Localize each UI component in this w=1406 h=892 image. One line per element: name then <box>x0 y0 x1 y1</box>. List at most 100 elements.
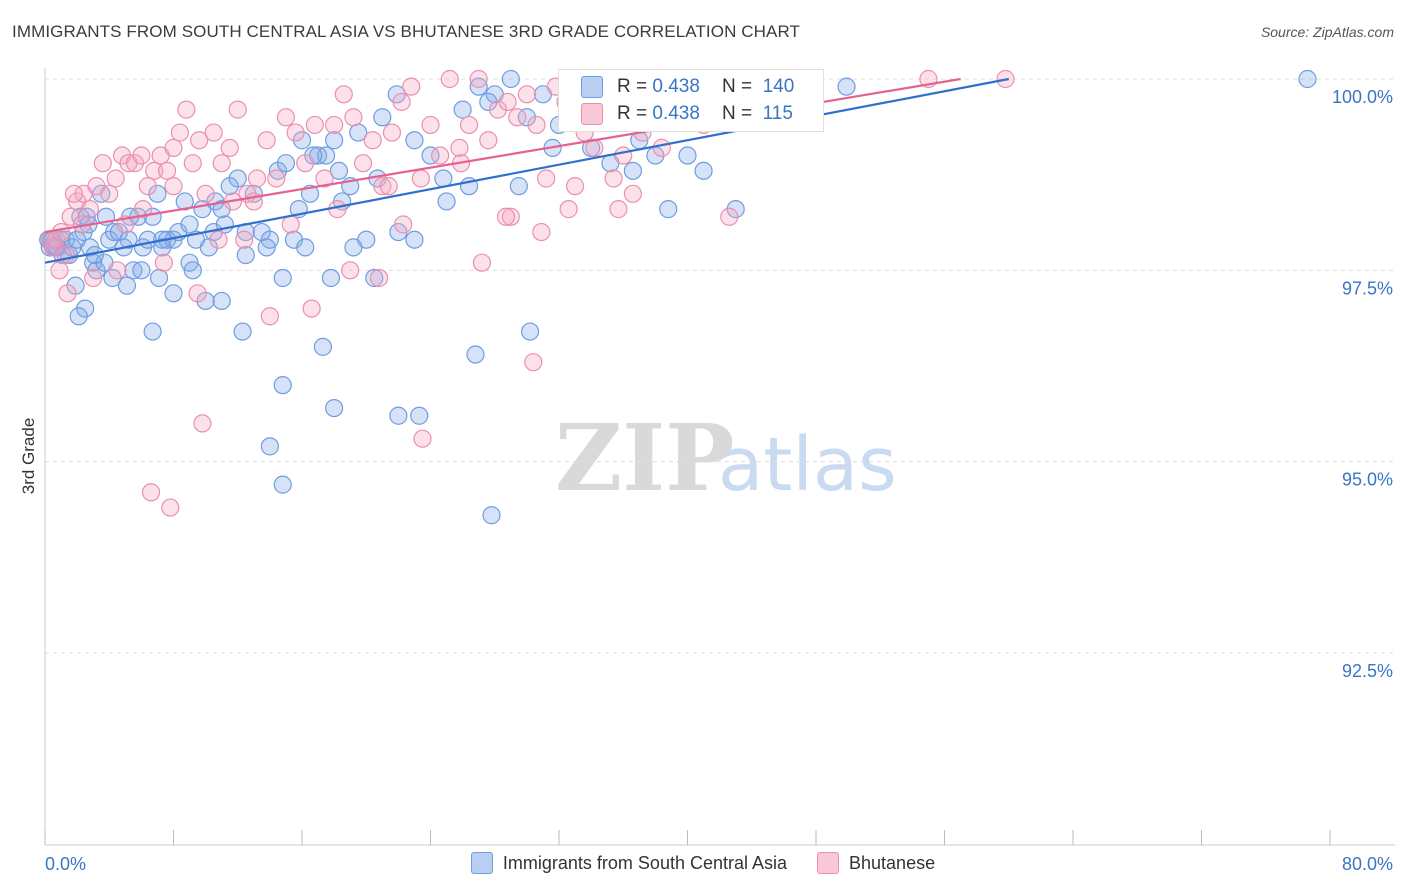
point-bhutanese <box>392 92 411 112</box>
point-south-central-asia <box>276 154 296 173</box>
point-south-central-asia <box>69 307 88 326</box>
point-bhutanese <box>157 161 177 180</box>
point-south-central-asia <box>180 215 199 234</box>
point-bhutanese <box>609 200 628 219</box>
point-bhutanese <box>56 245 75 265</box>
point-south-central-asia <box>257 238 276 257</box>
legend-swatch-series-1 <box>470 852 493 874</box>
point-bhutanese <box>517 85 536 104</box>
point-bhutanese <box>363 131 382 150</box>
chart-legend: Immigrants from South Central Asia Bhuta… <box>0 852 1406 874</box>
point-south-central-asia <box>149 268 169 288</box>
point-south-central-asia <box>316 146 336 165</box>
point-bhutanese <box>132 146 151 165</box>
point-south-central-asia <box>405 131 424 150</box>
point-bhutanese <box>527 115 546 135</box>
point-south-central-asia <box>410 406 429 425</box>
point-bhutanese <box>614 146 633 165</box>
point-bhutanese <box>302 299 321 318</box>
point-south-central-asia <box>694 161 713 180</box>
point-bhutanese <box>281 215 300 234</box>
point-bhutanese <box>394 215 413 234</box>
point-bhutanese <box>498 92 517 112</box>
watermark-zip: ZIP <box>555 404 734 512</box>
point-bhutanese <box>193 414 212 433</box>
y-tick-label: 95.0% <box>1342 470 1393 490</box>
point-bhutanese <box>257 131 276 150</box>
x-tick-label: 80.0% <box>1342 854 1393 874</box>
point-bhutanese <box>170 123 190 142</box>
point-bhutanese <box>559 200 578 219</box>
point-bhutanese <box>267 169 286 188</box>
point-bhutanese <box>496 207 516 226</box>
point-south-central-asia <box>321 268 341 288</box>
point-bhutanese <box>58 284 77 303</box>
point-south-central-asia <box>325 398 344 418</box>
point-bhutanese <box>133 200 153 219</box>
point-south-central-asia <box>466 345 485 364</box>
point-bhutanese <box>488 100 508 119</box>
point-bhutanese <box>413 429 432 448</box>
point-bhutanese <box>212 154 231 173</box>
point-bhutanese <box>51 222 71 242</box>
point-bhutanese <box>565 177 585 196</box>
point-south-central-asia <box>501 69 520 89</box>
source-label: Source: ZipAtlas.com <box>1260 24 1394 40</box>
point-bhutanese <box>154 253 173 272</box>
point-bhutanese <box>472 253 491 272</box>
point-south-central-asia <box>212 291 231 311</box>
point-south-central-asia <box>659 200 678 219</box>
point-bhutanese <box>286 123 305 142</box>
point-bhutanese <box>190 131 209 150</box>
point-bhutanese <box>440 69 459 89</box>
point-south-central-asia <box>405 230 424 249</box>
point-bhutanese <box>501 207 520 226</box>
point-bhutanese <box>106 169 125 188</box>
stats-n-value: 115 <box>762 103 793 124</box>
stats-n-value: 140 <box>762 76 795 97</box>
legend-item-series-2[interactable]: Bhutanese <box>817 852 935 874</box>
point-bhutanese <box>220 138 239 157</box>
point-bhutanese <box>431 146 450 165</box>
point-south-central-asia <box>479 92 498 112</box>
point-south-central-asia <box>678 146 697 165</box>
point-south-central-asia <box>273 268 292 288</box>
point-bhutanese <box>161 498 180 517</box>
point-bhutanese <box>370 268 389 288</box>
stats-row-series-2: R = 0.438 N = 115 <box>581 103 793 125</box>
point-bhutanese <box>93 154 112 173</box>
point-south-central-asia <box>183 261 202 280</box>
legend-item-series-1[interactable]: Immigrants from South Central Asia <box>470 852 788 874</box>
point-bhutanese <box>276 108 296 127</box>
point-bhutanese <box>373 177 392 196</box>
point-bhutanese <box>108 261 127 280</box>
point-bhutanese <box>305 115 324 135</box>
point-south-central-asia <box>260 437 279 456</box>
point-south-central-asia <box>453 100 472 119</box>
point-south-central-asia <box>373 108 392 127</box>
point-bhutanese <box>604 169 623 188</box>
stats-row-series-1: R = 0.438 N = 140 <box>581 76 794 98</box>
point-bhutanese <box>402 77 421 96</box>
stats-n-label: N = <box>721 103 753 124</box>
point-bhutanese <box>353 154 373 173</box>
point-south-central-asia <box>117 276 137 295</box>
point-bhutanese <box>145 161 164 180</box>
point-south-central-asia <box>228 169 247 188</box>
point-south-central-asia <box>623 161 642 180</box>
point-south-central-asia <box>437 192 456 211</box>
legend-swatch-series-2 <box>817 852 840 874</box>
point-south-central-asia <box>482 506 501 525</box>
point-south-central-asia <box>434 169 453 188</box>
legend-label-series-2: Bhutanese <box>849 852 936 873</box>
legend-label-series-1: Immigrants from South Central Asia <box>502 852 788 873</box>
point-bhutanese <box>421 115 440 135</box>
point-south-central-asia <box>421 146 440 165</box>
point-bhutanese <box>532 222 551 242</box>
point-bhutanese <box>623 184 642 203</box>
point-bhutanese <box>344 108 363 127</box>
point-south-central-asia <box>143 322 162 341</box>
point-bhutanese <box>164 138 183 157</box>
y-tick-label: 97.5% <box>1342 278 1393 298</box>
